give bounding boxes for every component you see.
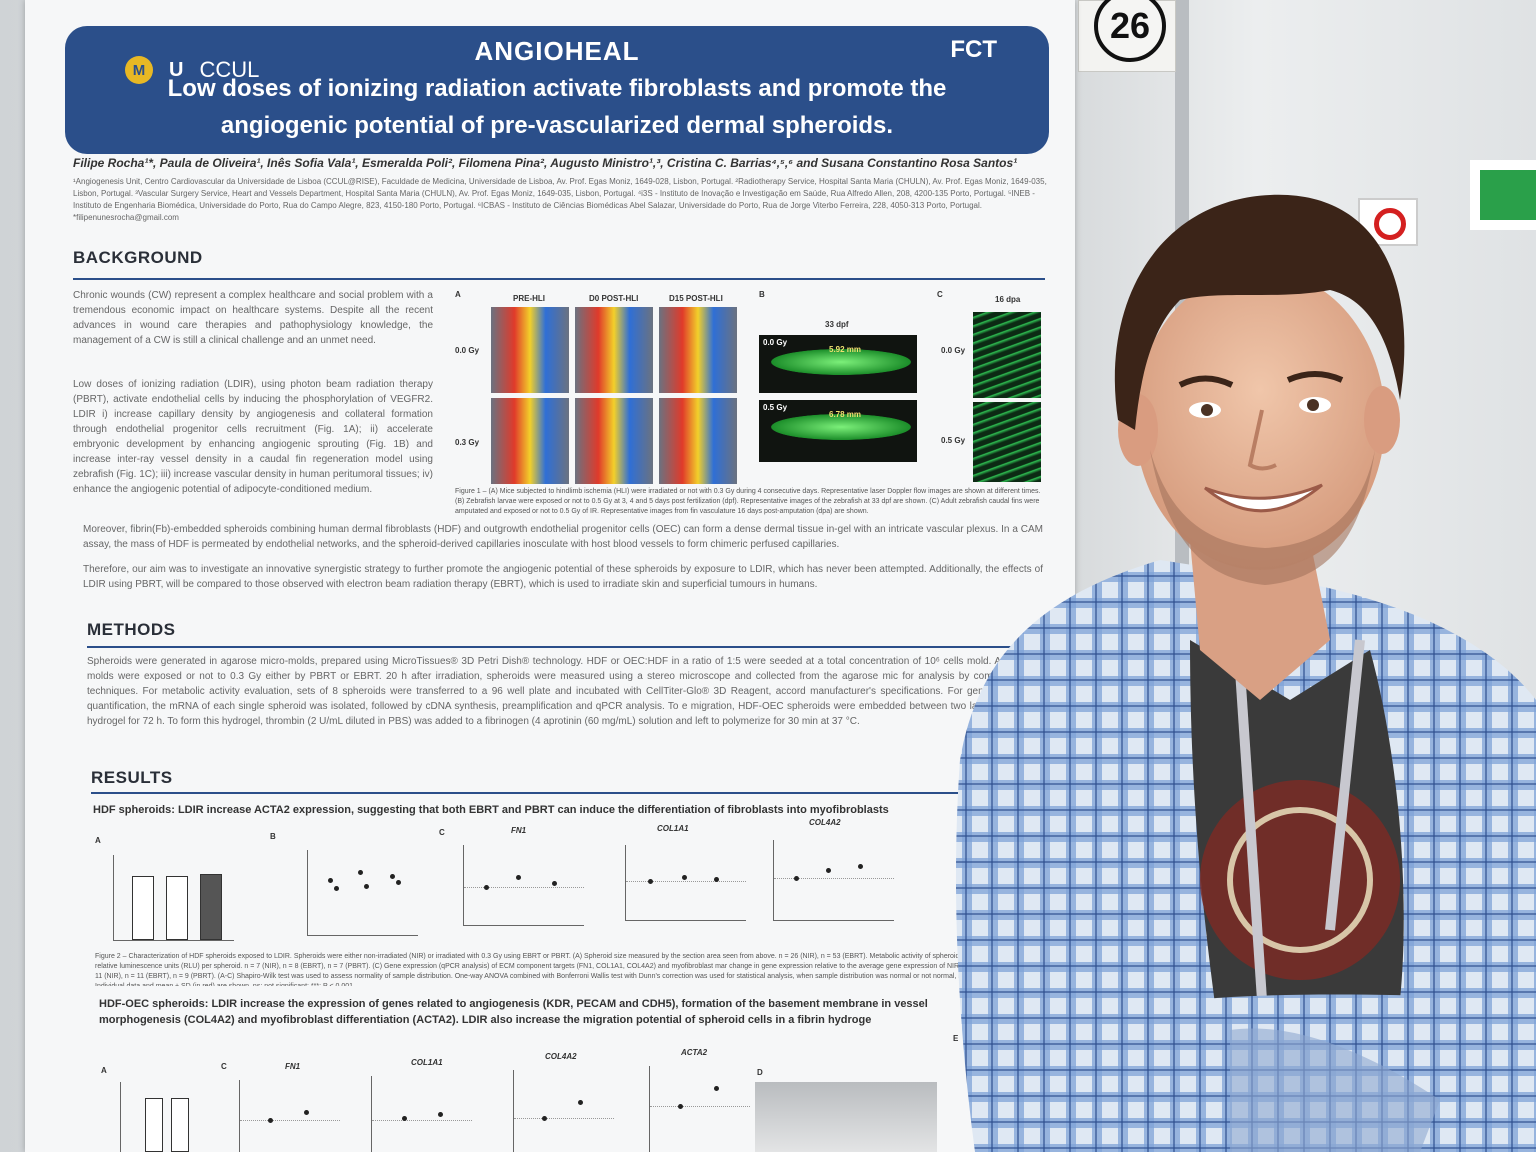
col4a2-title-2: COL4A2 [545,1052,577,1061]
pbrt-bar [200,874,222,940]
fig1-row-03gy: 0.3 Gy [455,438,480,447]
poster-title: Low doses of ionizing radiation activate… [167,75,947,139]
fig1-col-d0: D0 POST-HLI [589,294,639,303]
results-heading: RESULTS [91,768,173,787]
fig1-label-b: B [759,290,765,299]
poster-banner: M U CCUL FCT ANGIOHEAL Low doses of ioni… [65,26,1049,154]
background-rule [73,278,1045,280]
zebrafish-tag: 0.5 Gy [763,403,788,412]
col1a1-chart [625,845,746,921]
zebrafish-image: 0.5 Gy 6.78 mm [759,400,917,462]
col4a2-chart-2 [513,1070,614,1152]
poster-acronym: ANGIOHEAL [474,36,640,66]
fn1-title-2: FN1 [285,1062,301,1071]
zebrafish-tag: 0.0 Gy [763,338,788,347]
fin-vasculature-image [973,312,1041,398]
results-subheading-2: HDF-OEC spheroids: LDIR increase the exp… [99,998,928,1026]
zebrafish-length: 5.92 mm [829,345,862,354]
fig1-c-row: 0.5 Gy [941,436,966,445]
ccul-logo: CCUL [199,57,260,82]
fig3-label-d: D [757,1068,763,1077]
methods-heading: METHODS [87,620,176,639]
ulisboa-logo: U [169,58,184,81]
fig1-b-title: 33 dpf [825,320,849,329]
fig1-label-c: C [937,290,943,299]
methods-text: Spheroids were generated in agarose micr… [87,656,1042,727]
ebrt-bar [166,876,188,940]
fig1-row-0gy: 0.0 Gy [455,346,480,355]
fig3-label-c: C [221,1062,227,1071]
col1a1-chart-2 [371,1076,472,1152]
col1a1-title: COL1A1 [657,824,689,833]
rlu-chart [307,850,418,936]
migration-micrograph [755,1082,937,1152]
section-area-chart [113,855,234,941]
poster-authors: Filipe Rocha¹*, Paula de Oliveira¹, Inês… [73,156,1018,170]
methods-rule [87,646,1047,648]
fig1-col-pre: PRE-HLI [513,294,545,303]
fig1-label-a: A [455,290,461,299]
col4a2-chart [773,840,894,921]
col4a2-title: COL4A2 [809,818,841,827]
hdf-oec-area-chart [120,1082,201,1152]
exit-sign [1470,160,1536,230]
fig3-label-a: A [101,1066,107,1075]
zebrafish-length: 6.78 mm [829,410,862,419]
doppler-image [575,398,653,484]
scientific-poster: M U CCUL FCT ANGIOHEAL Low doses of ioni… [25,0,1075,1152]
institution-logos: M U CCUL [125,56,259,84]
fig2-label-a: A [95,836,101,845]
doppler-image [575,307,653,393]
fig2-label-c: C [439,828,445,837]
fn1-title: FN1 [511,826,527,835]
doppler-image [491,398,569,484]
fn1-chart [463,845,584,926]
acta2-chart-2 [649,1066,750,1152]
booth-number: 26 [1094,0,1166,62]
background-p3: Moreover, fibrin(Fb)-embedded spheroids … [83,524,1043,550]
medicina-logo: M [125,56,153,84]
doppler-image [659,398,737,484]
background-p1: Chronic wounds (CW) represent a complex … [73,290,433,346]
figure2-caption: Figure 2 – Characterization of HDF spher… [95,953,1019,986]
zebrafish-image: 0.0 Gy 5.92 mm [759,335,917,393]
fig1-col-d15: D15 POST-HLI [669,294,723,303]
fig1-c-row: 0.0 Gy [941,346,966,355]
doppler-image [659,307,737,393]
figure1-caption: Figure 1 – (A) Mice subjected to hindlim… [455,488,1041,515]
background-heading: BACKGROUND [73,248,203,267]
fct-logo: FCT [950,36,997,63]
nir-bar [132,876,154,940]
results-rule [91,792,1041,794]
results-subheading-1: HDF spheroids: LDIR increase ACTA2 expre… [93,804,889,816]
fn1-chart-2 [239,1080,340,1152]
doppler-image [491,307,569,393]
fin-vasculature-image [973,402,1041,482]
acta2-title-2: ACTA2 [681,1048,708,1057]
background-p2: Low doses of ionizing radiation (LDIR), … [73,379,433,495]
fig1-c-title: 16 dpa [995,295,1021,304]
poster-affiliations: ¹Angiogenesis Unit, Centro Cardiovascula… [73,177,1047,222]
fig3-label-e: E [953,1034,959,1043]
fig2-label-b: B [270,832,276,841]
col1a1-title-2: COL1A1 [411,1058,443,1067]
background-p4: Therefore, our aim was to investigate an… [83,564,1043,590]
